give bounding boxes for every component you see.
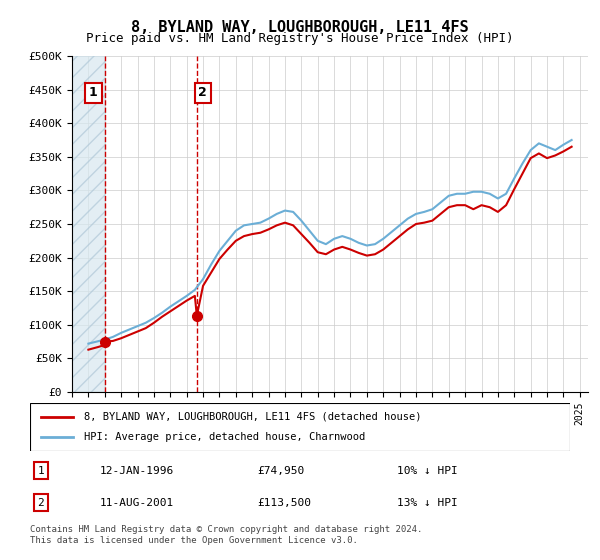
- Text: 10% ↓ HPI: 10% ↓ HPI: [397, 465, 458, 475]
- Text: 1: 1: [89, 86, 98, 99]
- Text: 1: 1: [37, 465, 44, 475]
- Text: 8, BYLAND WAY, LOUGHBOROUGH, LE11 4FS (detached house): 8, BYLAND WAY, LOUGHBOROUGH, LE11 4FS (d…: [84, 412, 421, 422]
- Text: 11-AUG-2001: 11-AUG-2001: [100, 498, 175, 508]
- Text: 12-JAN-1996: 12-JAN-1996: [100, 465, 175, 475]
- Text: 13% ↓ HPI: 13% ↓ HPI: [397, 498, 458, 508]
- Bar: [72, 56, 106, 392]
- Text: HPI: Average price, detached house, Charnwood: HPI: Average price, detached house, Char…: [84, 432, 365, 442]
- Text: £74,950: £74,950: [257, 465, 304, 475]
- Text: 2: 2: [37, 498, 44, 508]
- FancyBboxPatch shape: [30, 403, 570, 451]
- Text: Contains HM Land Registry data © Crown copyright and database right 2024.
This d: Contains HM Land Registry data © Crown c…: [30, 525, 422, 545]
- Text: Price paid vs. HM Land Registry's House Price Index (HPI): Price paid vs. HM Land Registry's House …: [86, 32, 514, 45]
- Text: £113,500: £113,500: [257, 498, 311, 508]
- Text: 8, BYLAND WAY, LOUGHBOROUGH, LE11 4FS: 8, BYLAND WAY, LOUGHBOROUGH, LE11 4FS: [131, 20, 469, 35]
- Text: 2: 2: [199, 86, 207, 99]
